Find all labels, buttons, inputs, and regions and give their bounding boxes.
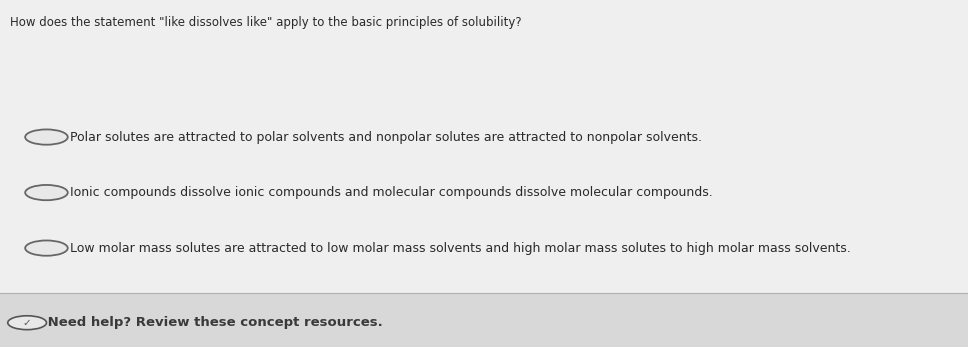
Text: Polar solutes are attracted to polar solvents and nonpolar solutes are attracted: Polar solutes are attracted to polar sol… <box>70 130 702 144</box>
Text: Ionic compounds dissolve ionic compounds and molecular compounds dissolve molecu: Ionic compounds dissolve ionic compounds… <box>70 186 712 199</box>
Text: Need help? Review these concept resources.: Need help? Review these concept resource… <box>43 316 382 329</box>
Circle shape <box>8 316 46 330</box>
Circle shape <box>25 240 68 256</box>
Text: Low molar mass solutes are attracted to low molar mass solvents and high molar m: Low molar mass solutes are attracted to … <box>70 242 851 255</box>
Text: ✓: ✓ <box>22 319 32 328</box>
Bar <box>0 293 968 347</box>
Circle shape <box>25 129 68 145</box>
Circle shape <box>25 185 68 200</box>
Text: How does the statement "like dissolves like" apply to the basic principles of so: How does the statement "like dissolves l… <box>10 16 522 28</box>
